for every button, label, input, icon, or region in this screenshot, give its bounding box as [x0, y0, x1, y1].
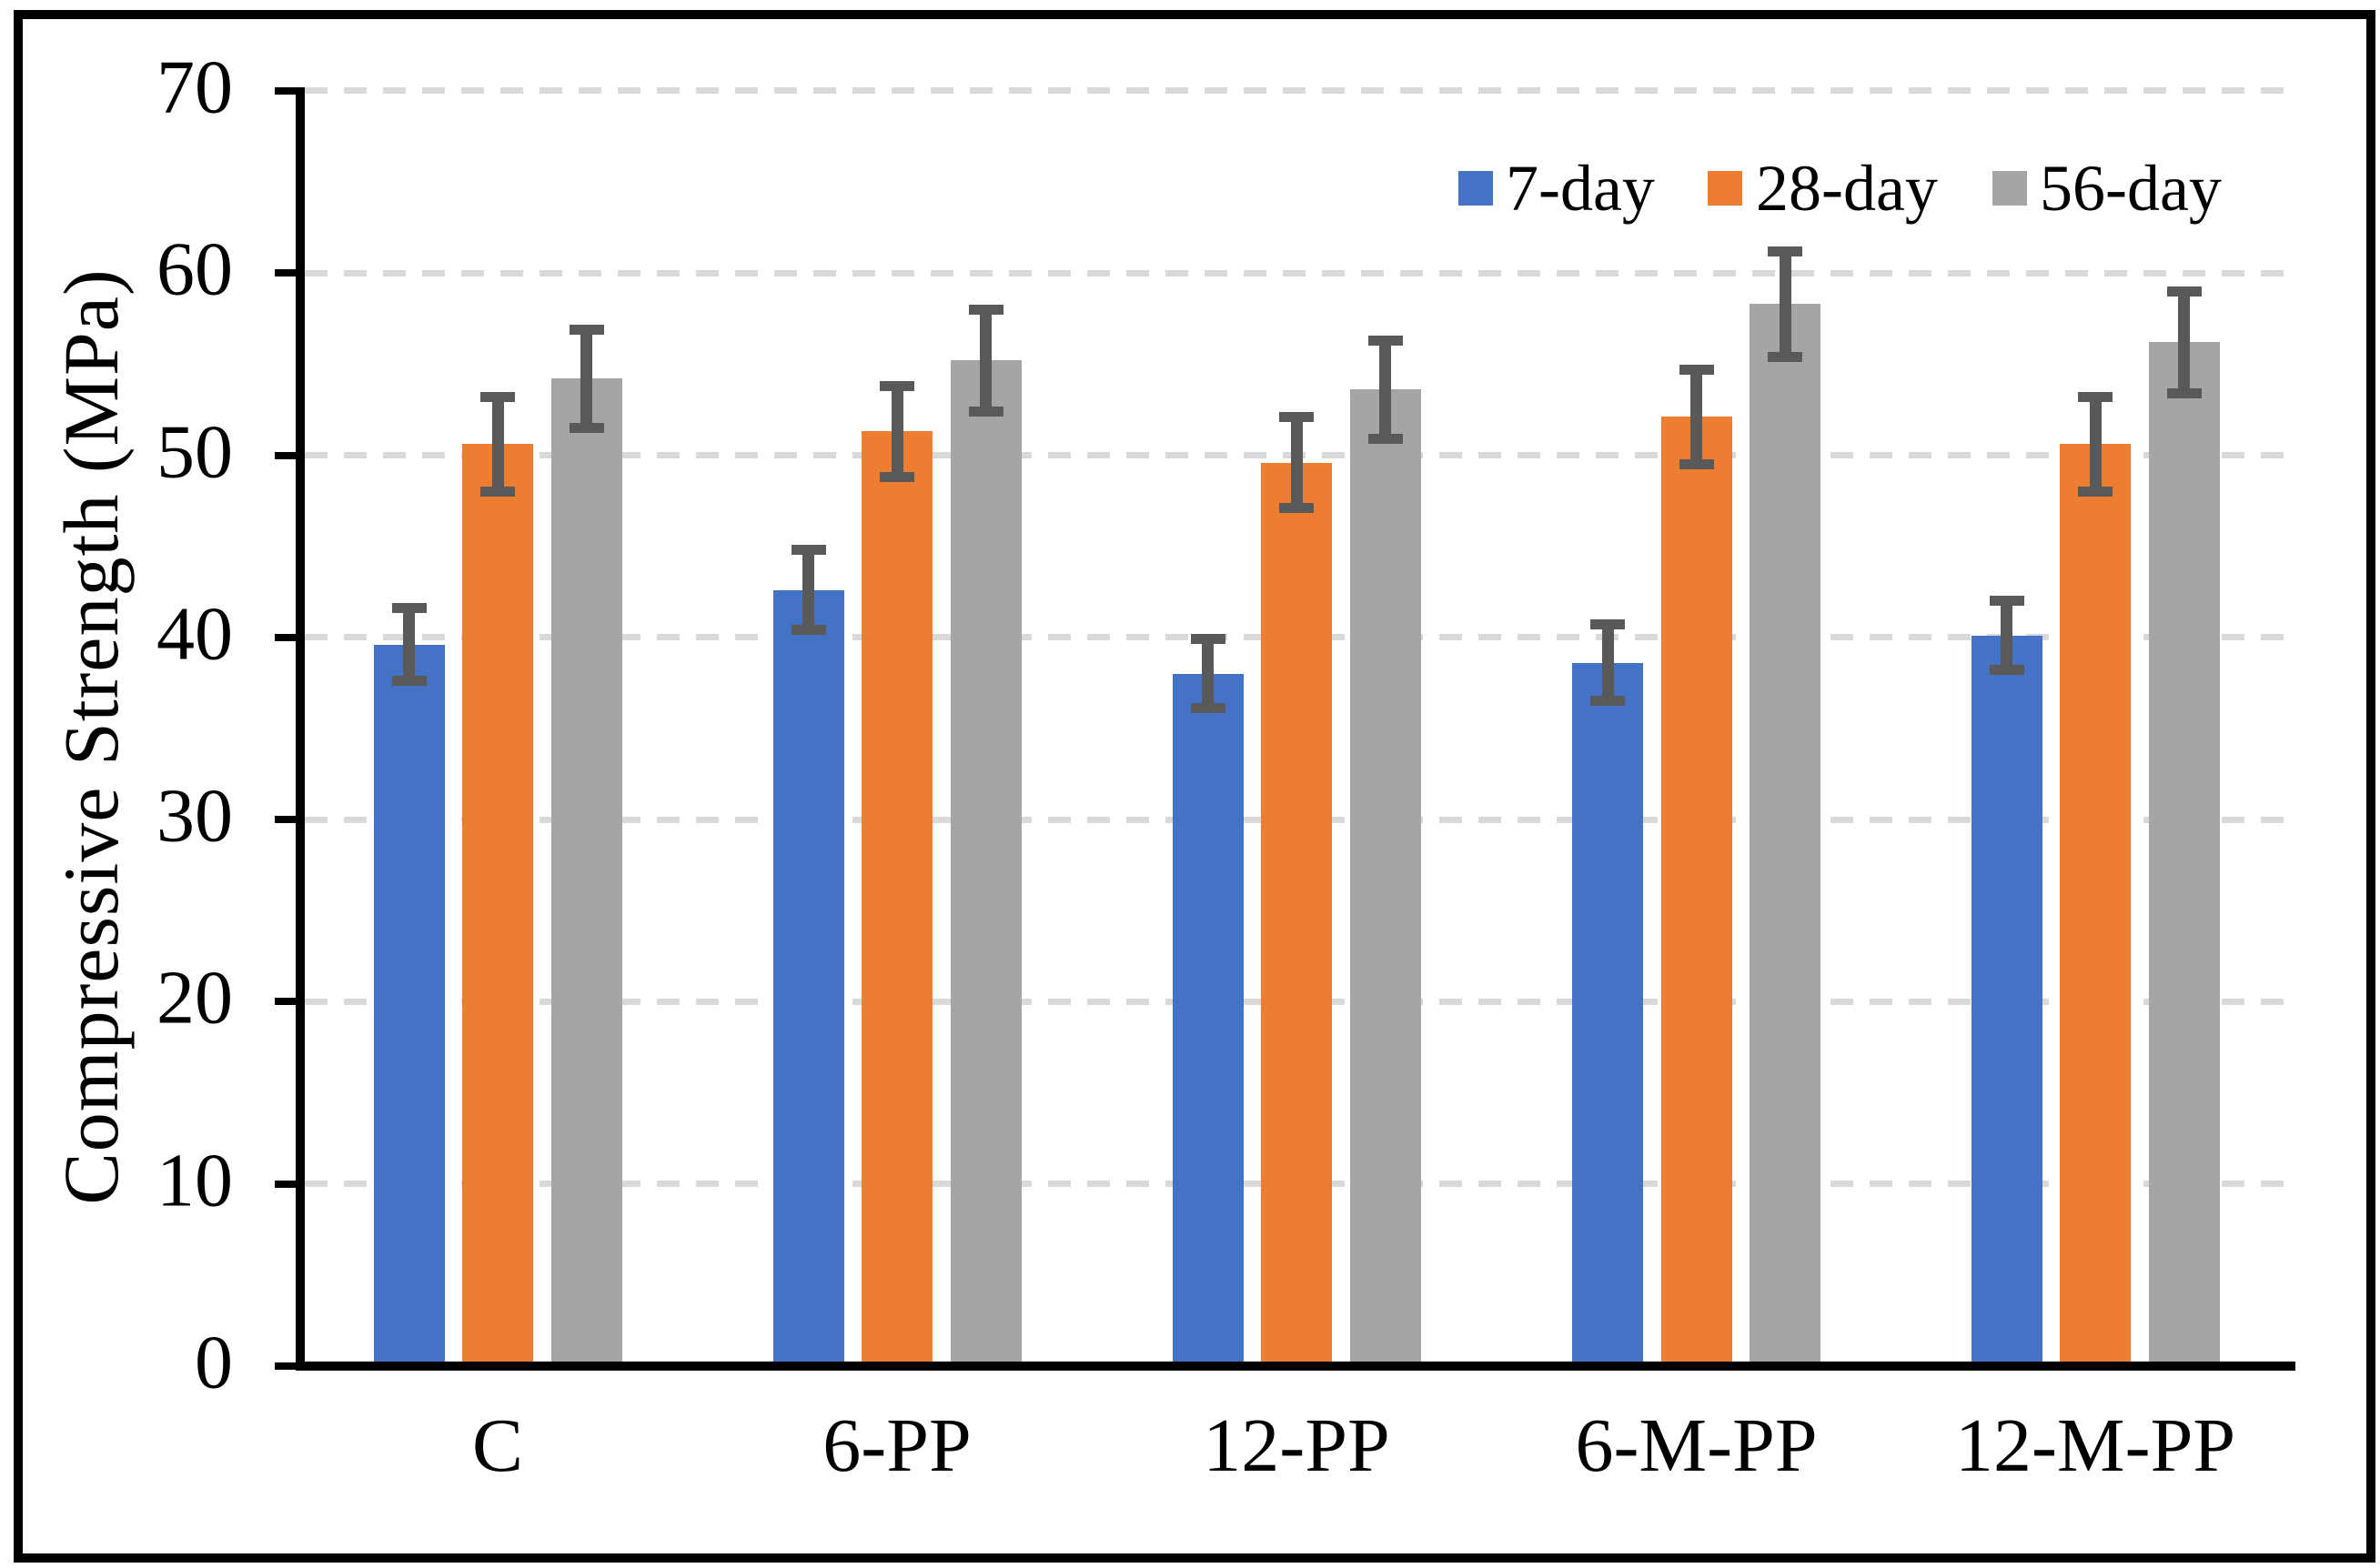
- y-tick-label-70: 70: [156, 45, 233, 130]
- error-bar-cap-top-56-day-6-PP: [968, 304, 1003, 315]
- bar-7-day-12-PP: [1172, 673, 1244, 1362]
- error-bar-line-7-day-6-M-PP: [1601, 624, 1614, 701]
- bar-7-day-6-M-PP: [1572, 662, 1643, 1362]
- y-axis-tick-20: [275, 998, 297, 1006]
- x-category-label-12-M-PP: 12-M-PP: [1954, 1403, 2236, 1488]
- x-category-label-12-PP: 12-PP: [1203, 1403, 1390, 1488]
- error-bar-cap-bottom-7-day-C: [391, 676, 427, 687]
- y-axis-tick-70: [275, 86, 297, 95]
- legend-swatch-7-day: [1458, 171, 1493, 206]
- legend-swatch-28-day: [1708, 171, 1742, 206]
- y-tick-label-30: 30: [156, 773, 233, 859]
- legend-label-7-day: 7-day: [1506, 152, 1655, 225]
- error-bar-cap-bottom-56-day-12-PP: [1367, 433, 1403, 444]
- gridline-70: [305, 87, 2295, 95]
- error-bar-cap-bottom-28-day-6-M-PP: [1679, 459, 1714, 469]
- error-bar-cap-bottom-7-day-12-PP: [1190, 703, 1225, 714]
- y-axis-tick-40: [275, 633, 297, 641]
- legend-label-56-day: 56-day: [2040, 152, 2222, 225]
- x-category-label-C: C: [471, 1403, 524, 1488]
- error-bar-cap-bottom-28-day-6-PP: [880, 472, 914, 483]
- error-bar-line-28-day-6-M-PP: [1690, 369, 1702, 465]
- error-bar-cap-top-56-day-12-PP: [1367, 335, 1403, 346]
- bar-28-day-6-M-PP: [1660, 417, 1732, 1362]
- error-bar-line-7-day-12-M-PP: [2001, 600, 2012, 670]
- error-bar-cap-bottom-56-day-6-PP: [968, 406, 1003, 417]
- error-bar-cap-top-28-day-12-M-PP: [2078, 391, 2113, 402]
- bar-56-day-C: [550, 378, 622, 1362]
- bar-28-day-12-M-PP: [2060, 444, 2131, 1362]
- error-bar-cap-top-7-day-C: [391, 603, 427, 614]
- error-bar-line-28-day-12-M-PP: [2089, 397, 2102, 492]
- error-bar-cap-top-56-day-12-M-PP: [2166, 286, 2202, 297]
- error-bar-cap-bottom-56-day-C: [569, 422, 604, 433]
- bar-56-day-6-M-PP: [1750, 304, 1820, 1362]
- error-bar-line-56-day-6-M-PP: [1779, 251, 1791, 357]
- error-bar-cap-bottom-7-day-6-M-PP: [1590, 696, 1625, 707]
- bar-28-day-6-PP: [862, 431, 933, 1362]
- y-axis-line: [296, 86, 305, 1371]
- error-bar-line-56-day-12-PP: [1379, 340, 1391, 439]
- error-bar-line-56-day-C: [580, 329, 592, 428]
- y-tick-label-20: 20: [156, 956, 233, 1041]
- error-bar-cap-top-7-day-6-M-PP: [1590, 619, 1625, 630]
- bar-7-day-6-PP: [772, 589, 844, 1362]
- bar-56-day-12-PP: [1349, 389, 1421, 1362]
- y-axis-tick-60: [275, 269, 297, 277]
- error-bar-line-28-day-12-PP: [1290, 417, 1303, 508]
- y-axis-tick-0: [275, 1362, 297, 1370]
- y-tick-label-0: 0: [195, 1320, 233, 1405]
- error-bar-cap-top-28-day-12-PP: [1279, 411, 1314, 422]
- error-bar-cap-bottom-56-day-6-M-PP: [1768, 351, 1802, 362]
- error-bar-cap-top-28-day-6-PP: [880, 380, 914, 391]
- error-bar-line-56-day-6-PP: [980, 309, 992, 412]
- y-axis-tick-30: [275, 816, 297, 824]
- bar-28-day-C: [462, 444, 533, 1362]
- y-axis-title: Compressive Strength (MPa): [47, 268, 135, 1205]
- error-bar-cap-bottom-28-day-C: [480, 487, 515, 498]
- error-bar-cap-bottom-28-day-12-PP: [1279, 503, 1314, 514]
- bar-7-day-C: [373, 644, 445, 1362]
- error-bar-line-7-day-6-PP: [802, 549, 814, 630]
- y-tick-label-50: 50: [156, 409, 233, 495]
- bar-7-day-12-M-PP: [1971, 635, 2042, 1362]
- legend-label-28-day: 28-day: [1756, 152, 1938, 225]
- error-bar-cap-bottom-7-day-12-M-PP: [1989, 665, 2024, 676]
- bar-56-day-12-M-PP: [2148, 342, 2220, 1362]
- error-bar-line-7-day-C: [403, 608, 415, 681]
- bar-56-day-6-PP: [950, 360, 1022, 1362]
- gridline-60: [305, 269, 2295, 276]
- y-tick-label-40: 40: [156, 591, 233, 677]
- error-bar-cap-bottom-56-day-12-M-PP: [2166, 387, 2202, 398]
- x-category-label-6-M-PP: 6-M-PP: [1575, 1403, 1818, 1488]
- x-category-label-6-PP: 6-PP: [822, 1403, 972, 1488]
- error-bar-cap-top-7-day-12-M-PP: [1989, 596, 2024, 607]
- error-bar-line-28-day-C: [491, 397, 504, 492]
- y-tick-label-10: 10: [156, 1138, 233, 1223]
- legend-swatch-56-day: [1992, 171, 2027, 206]
- y-axis-tick-10: [275, 1180, 297, 1188]
- error-bar-cap-top-28-day-C: [480, 391, 515, 402]
- error-bar-cap-top-56-day-6-M-PP: [1768, 246, 1802, 256]
- error-bar-cap-top-7-day-12-PP: [1190, 634, 1225, 645]
- y-tick-label-60: 60: [156, 226, 233, 312]
- error-bar-line-7-day-12-PP: [1202, 638, 1214, 709]
- error-bar-cap-top-7-day-6-PP: [791, 545, 826, 556]
- error-bar-cap-bottom-7-day-6-PP: [791, 625, 826, 636]
- error-bar-cap-top-56-day-C: [569, 324, 604, 335]
- error-bar-cap-bottom-28-day-12-M-PP: [2078, 487, 2113, 498]
- error-bar-cap-top-28-day-6-M-PP: [1679, 364, 1714, 375]
- x-axis-line: [296, 1362, 2295, 1371]
- error-bar-line-28-day-6-PP: [891, 386, 903, 477]
- error-bar-line-56-day-12-M-PP: [2178, 291, 2190, 394]
- bar-28-day-12-PP: [1261, 462, 1332, 1362]
- y-axis-tick-50: [275, 451, 297, 459]
